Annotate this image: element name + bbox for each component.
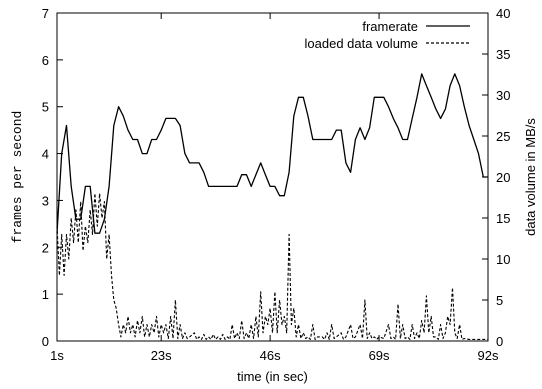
right-y-axis-title: data volume in MB/s: [523, 118, 538, 236]
left-y-tick-label: 3: [42, 193, 49, 208]
left-y-tick-label: 2: [42, 240, 49, 255]
legend-label: framerate: [362, 19, 418, 34]
x-tick-label: 69s: [369, 348, 390, 363]
plot-marks: [56, 73, 488, 340]
right-y-tick-label: 30: [496, 88, 510, 103]
right-y-tick-label: 40: [496, 6, 510, 21]
right-y-tick-label: 5: [496, 293, 503, 308]
right-y-tick-label: 0: [496, 334, 503, 349]
right-y-tick-label: 15: [496, 211, 510, 226]
x-tick-label: 23s: [151, 348, 172, 363]
left-y-tick-label: 6: [42, 53, 49, 68]
left-y-tick-label: 0: [42, 334, 49, 349]
left-y-tick-label: 5: [42, 100, 49, 115]
left-y-axis-title: frames per second: [10, 111, 25, 244]
data-volume-series-line: [56, 192, 488, 340]
right-y-tick-label: 20: [496, 170, 510, 185]
left-y-tick-label: 4: [42, 147, 49, 162]
left-y-tick-label: 7: [42, 6, 49, 21]
chart-legend: framerate loaded data volume: [305, 19, 470, 51]
axis-ticks: [56, 12, 489, 342]
axis-tick-labels: 0 1 2 3 4 5 6 7 0 5 10 15 20 25 30 35 40 1s 23s 46s 69s 92s: [42, 6, 511, 363]
right-y-tick-label: 35: [496, 47, 510, 62]
right-y-tick-label: 10: [496, 252, 510, 267]
framerate-series-line: [56, 73, 488, 234]
x-tick-label: 1s: [50, 348, 64, 363]
left-y-tick-label: 1: [42, 287, 49, 302]
x-axis-title: time (in sec): [237, 369, 308, 384]
legend-label: loaded data volume: [305, 36, 418, 51]
right-y-tick-label: 25: [496, 129, 510, 144]
plot-frame: [56, 12, 489, 342]
x-tick-label: 46s: [260, 348, 281, 363]
x-tick-label: 92s: [478, 348, 499, 363]
